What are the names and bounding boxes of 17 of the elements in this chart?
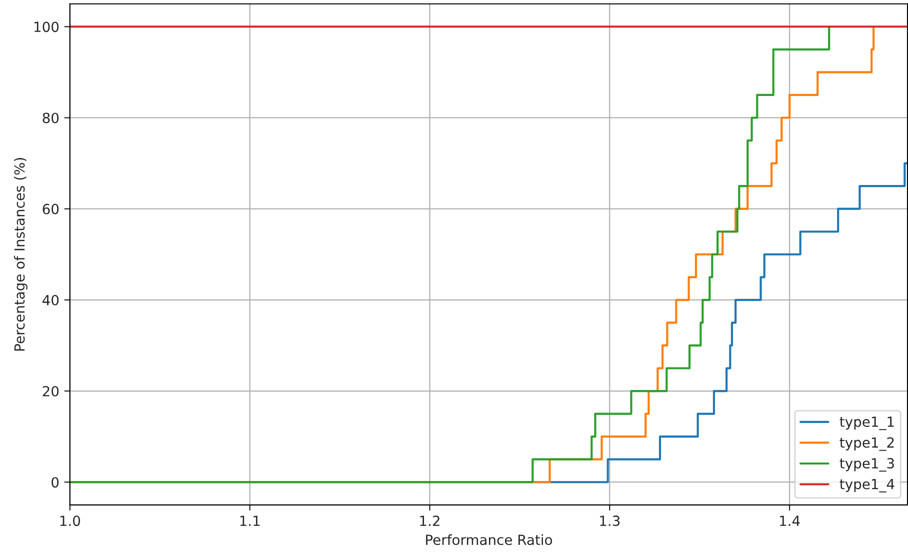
y-axis-title: Percentage of Instances (%) xyxy=(14,158,28,351)
x-tick-label: 1.4 xyxy=(780,516,800,526)
x-tick-label: 1.2 xyxy=(420,516,440,526)
y-tick-label: 40 xyxy=(42,294,59,306)
legend-label: type1_4 xyxy=(840,478,894,492)
y-tick-label: 20 xyxy=(42,386,59,396)
x-tick-label: 1.3 xyxy=(600,516,620,526)
y-tick-label: 0 xyxy=(52,477,59,488)
y-tick-label: 60 xyxy=(42,204,59,214)
x-tick-label: 1.1 xyxy=(240,516,260,526)
legend-label: type1_1 xyxy=(840,416,894,430)
x-axis-title: Performance Ratio xyxy=(426,534,552,546)
legend-label: type1_3 xyxy=(840,458,894,472)
x-tick-label: 1.0 xyxy=(60,516,80,526)
legend-label: type1_2 xyxy=(840,437,894,451)
y-tick-label: 80 xyxy=(42,112,59,124)
y-tick-label: 100 xyxy=(34,22,59,32)
